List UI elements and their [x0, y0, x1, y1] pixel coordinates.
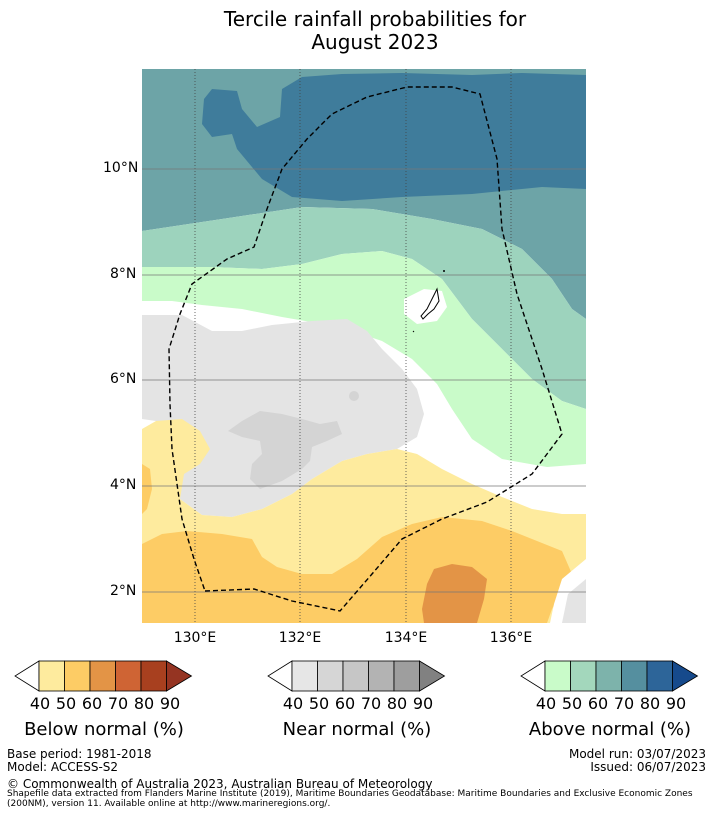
above-normal-colorbar [520, 660, 699, 692]
near-patch-southeast [562, 579, 586, 623]
colorbar-box-1 [291, 660, 318, 692]
colorbar-box-5 [393, 660, 420, 692]
near-normal-colorbar [267, 660, 446, 692]
tick-60: 60 [334, 694, 356, 713]
near-island-clear [404, 289, 447, 324]
colorbar-max-arrow [166, 660, 193, 692]
tick-50: 50 [55, 694, 77, 713]
island-outline [420, 287, 440, 320]
colorbar-box-2 [64, 660, 91, 692]
lat-label-6n: 6°N [110, 371, 137, 387]
lon-label-134e: 134°E [384, 630, 428, 646]
model-run-text: Model run: 03/07/2023 [568, 747, 706, 761]
colorbar-min-arrow [14, 660, 40, 692]
lat-label-2n: 2°N [110, 583, 137, 599]
issued-text: Issued: 06/07/2023 [590, 760, 706, 774]
tick-60: 60 [587, 694, 609, 713]
near-60-region [228, 411, 342, 489]
tick-60: 60 [81, 694, 103, 713]
colorbar-box-1 [544, 660, 571, 692]
meridian-gridlines [194, 69, 512, 623]
colorbar-max-arrow [672, 660, 699, 692]
map-title-line-2: August 2023 [311, 30, 439, 54]
colorbar-box-2 [570, 660, 597, 692]
colorbar-box-3 [595, 660, 622, 692]
island-dot [443, 270, 445, 272]
colorbar-box-3 [89, 660, 116, 692]
tick-70: 70 [360, 694, 382, 713]
lat-label-4n: 4°N [110, 477, 137, 493]
model-text: Model: ACCESS-S2 [7, 760, 119, 774]
tick-40: 40 [282, 694, 304, 713]
lon-label-132e: 132°E [278, 630, 322, 646]
map-title-line-1: Tercile rainfall probabilities for [223, 7, 527, 31]
colorbar-box-4 [368, 660, 395, 692]
above-40-region [142, 251, 586, 467]
lat-label-10n: 10°N [103, 160, 139, 176]
eez-boundary [168, 86, 563, 612]
below-50-patch-west [142, 464, 152, 514]
tick-80: 80 [133, 694, 155, 713]
colorbar-box-3 [342, 660, 369, 692]
near-60-dot [349, 391, 359, 401]
tick-70: 70 [613, 694, 635, 713]
colorbar-min-arrow [520, 660, 546, 692]
near-normal-ticks: 40 50 60 70 80 90 [280, 694, 436, 713]
lon-label-136e: 136°E [489, 630, 533, 646]
colorbar-box-1 [38, 660, 65, 692]
shapefile-credit-text: Shapefile data extracted from Flanders M… [7, 789, 693, 809]
above-50-region [142, 207, 586, 409]
base-period-text: Base period: 1981-2018 [7, 747, 152, 761]
below-normal-ticks: 40 50 60 70 80 90 [27, 694, 183, 713]
above-normal-ticks: 40 50 60 70 80 90 [533, 694, 689, 713]
below-normal-colorbar [14, 660, 193, 692]
tick-90: 90 [412, 694, 434, 713]
copyright-text: © Commonwealth of Australia 2023, Austra… [7, 777, 433, 791]
colorbar-box-5 [646, 660, 673, 692]
tick-70: 70 [107, 694, 129, 713]
below-60-region [422, 564, 487, 623]
tick-80: 80 [639, 694, 661, 713]
tick-50: 50 [308, 694, 330, 713]
colorbar-max-arrow [419, 660, 446, 692]
colorbar-min-arrow [267, 660, 293, 692]
rainfall-map [142, 69, 586, 623]
below-normal-label: Below normal (%) [24, 719, 184, 740]
tick-90: 90 [159, 694, 181, 713]
above-normal-label: Above normal (%) [528, 719, 692, 740]
colorbar-box-2 [317, 660, 344, 692]
colorbar-box-4 [115, 660, 142, 692]
lon-label-130e: 130°E [173, 630, 217, 646]
tick-90: 90 [665, 694, 687, 713]
near-normal-label: Near normal (%) [282, 719, 432, 740]
colorbar-box-4 [621, 660, 648, 692]
tick-40: 40 [535, 694, 557, 713]
island-dot-south [412, 330, 415, 333]
tick-40: 40 [29, 694, 51, 713]
lat-label-8n: 8°N [110, 266, 137, 282]
tick-50: 50 [561, 694, 583, 713]
colorbar-box-5 [140, 660, 167, 692]
tick-80: 80 [386, 694, 408, 713]
